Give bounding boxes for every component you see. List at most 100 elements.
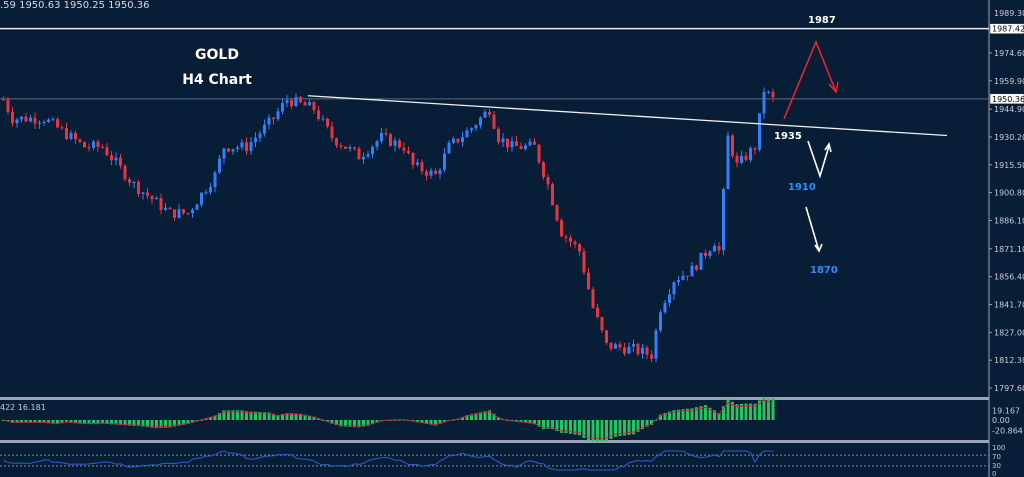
y-tick-label: 1827.00 xyxy=(994,328,1024,337)
macd-bar xyxy=(515,420,518,422)
macd-bar xyxy=(731,401,734,420)
candle xyxy=(92,139,95,151)
candle xyxy=(699,252,703,270)
candle-body xyxy=(510,141,514,148)
candle xyxy=(578,242,581,256)
candle xyxy=(668,288,671,307)
candle xyxy=(308,99,311,106)
candle-body xyxy=(92,141,95,148)
candle xyxy=(317,106,320,121)
candle-body xyxy=(708,251,712,256)
macd-bar xyxy=(429,420,433,425)
rsi-tick-label: 100 xyxy=(992,444,1005,452)
candle-body xyxy=(272,117,275,120)
candle xyxy=(29,114,32,123)
bullish-scenario-arrow xyxy=(783,39,837,120)
candle xyxy=(222,147,226,164)
candle xyxy=(137,179,140,198)
candle xyxy=(191,208,194,218)
candle xyxy=(681,271,685,281)
candle-body xyxy=(200,192,203,205)
candle-body xyxy=(335,138,338,146)
macd-bar xyxy=(375,420,379,423)
candle-body xyxy=(65,127,68,139)
y-tick-label: 1915.50 xyxy=(994,161,1024,170)
candle xyxy=(447,140,451,154)
candle xyxy=(731,133,734,159)
candle xyxy=(74,130,77,144)
candle xyxy=(105,143,109,156)
candle-body xyxy=(753,148,757,150)
candle-body xyxy=(569,237,572,242)
candle xyxy=(740,150,743,165)
candle xyxy=(524,143,527,151)
candle xyxy=(366,151,370,159)
macd-bar xyxy=(582,420,586,438)
candle-body xyxy=(20,116,23,120)
candle xyxy=(177,204,181,219)
candle-body xyxy=(384,132,388,135)
candle-body xyxy=(429,170,433,176)
candle xyxy=(303,100,307,106)
macd-bar xyxy=(303,414,307,420)
candle xyxy=(245,137,248,155)
macd-bar xyxy=(92,420,95,425)
macd-bar xyxy=(33,420,37,423)
candle xyxy=(443,148,446,173)
macd-bar xyxy=(519,420,523,423)
macd-bar xyxy=(231,410,235,420)
candle-body xyxy=(645,347,649,355)
pullback-arrow xyxy=(807,140,830,179)
candle xyxy=(753,146,757,155)
macd-bar xyxy=(569,420,572,434)
candle xyxy=(69,130,73,141)
candle xyxy=(614,342,617,349)
candle-body xyxy=(578,244,581,252)
macd-bar xyxy=(146,420,149,428)
candle-body xyxy=(443,153,446,170)
y-tick-label: 1900.80 xyxy=(994,189,1024,198)
candle xyxy=(573,239,577,249)
candle-body xyxy=(330,126,334,139)
candle-body xyxy=(344,146,347,149)
candle xyxy=(51,116,55,121)
macd-bar xyxy=(537,420,541,427)
candle xyxy=(96,139,100,152)
arrowhead-icon xyxy=(828,81,839,94)
candle-body xyxy=(713,246,716,252)
candle xyxy=(672,280,676,300)
macd-bar xyxy=(182,420,185,425)
candle xyxy=(204,189,208,196)
candle-body xyxy=(551,184,554,206)
macd-bar xyxy=(371,420,374,425)
macd-bar xyxy=(420,420,424,424)
candle xyxy=(249,136,253,155)
candle xyxy=(582,247,586,276)
candle-body xyxy=(83,141,86,148)
candle xyxy=(371,145,374,159)
macd-bar xyxy=(29,420,32,423)
candle xyxy=(537,144,541,165)
candle xyxy=(632,339,635,352)
rsi-line xyxy=(3,450,774,471)
candle xyxy=(456,138,460,145)
candle-body xyxy=(758,113,761,150)
y-tick-label: 1886.10 xyxy=(994,216,1024,225)
y-tick-label: 1812.30 xyxy=(994,356,1024,365)
macd-bar xyxy=(362,420,365,427)
level-label-1987: 1987 xyxy=(808,15,836,26)
candle xyxy=(636,342,640,357)
candle xyxy=(173,209,176,221)
candle-body xyxy=(735,155,739,163)
candle xyxy=(227,148,230,153)
candle-body xyxy=(587,272,590,290)
candle-body xyxy=(506,138,509,148)
candle-body xyxy=(60,127,64,129)
macd-tick-label: 0.00 xyxy=(992,416,1010,425)
candle-body xyxy=(110,155,113,161)
candle xyxy=(209,182,212,195)
candle-body xyxy=(614,344,617,349)
candle-body xyxy=(47,119,50,122)
candle xyxy=(213,170,217,193)
